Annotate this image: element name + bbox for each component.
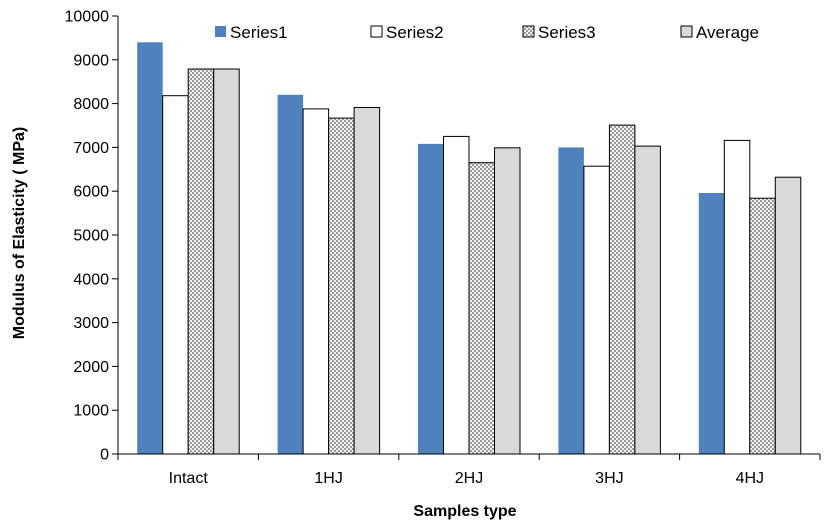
legend-item-average: Average — [680, 23, 759, 42]
legend-item-series2: Series2 — [370, 23, 444, 42]
bar-series2-4hj — [723, 139, 751, 455]
legend: Series1 Series2 Series3 Average — [215, 23, 759, 42]
y-tick-label: 1000 — [73, 403, 109, 420]
legend-item-series3: Series3 — [522, 23, 596, 42]
y-tick-label: 9000 — [73, 52, 109, 69]
legend-label-series1: Series1 — [230, 23, 288, 42]
legend-swatch-series2 — [370, 25, 383, 38]
bar-series2-1hj — [302, 108, 330, 455]
y-tick-label: 8000 — [73, 96, 109, 113]
y-tick-label: 2000 — [73, 359, 109, 376]
legend-label-series2: Series2 — [386, 23, 444, 42]
bar-series3-4hj — [749, 197, 776, 455]
x-tick-label-1hj: 1HJ — [314, 470, 342, 487]
legend-label-series3: Series3 — [538, 23, 596, 42]
legend-item-series1: Series1 — [215, 23, 288, 42]
bar-series2-intact — [162, 95, 189, 455]
x-tick-label-4hj: 4HJ — [736, 470, 764, 487]
y-tick-label: 4000 — [73, 271, 109, 288]
y-axis-title: Modulus of Elasticity ( MPa) — [11, 127, 28, 339]
axes-layer: 0 1000 2000 3000 4000 5000 6000 7000 8000 9000 100… — [65, 9, 821, 487]
bar-series3-3hj — [608, 124, 636, 455]
bar-series1-intact — [137, 42, 163, 455]
bar-average-2hj — [494, 147, 521, 455]
bar-series1-1hj — [277, 94, 304, 455]
legend-swatch-average — [680, 25, 693, 38]
bar-series1-3hj — [558, 147, 584, 454]
bar-average-1hj — [353, 107, 381, 455]
x-tick-label-2hj: 2HJ — [455, 470, 483, 487]
bar-series3-1hj — [328, 117, 355, 455]
bar-average-3hj — [634, 145, 661, 455]
bar-series3-2hj — [468, 162, 495, 455]
x-tick-label-3hj: 3HJ — [595, 470, 623, 487]
bars-layer — [137, 42, 802, 455]
bar-average-4hj — [774, 176, 802, 455]
y-tick-label: 5000 — [73, 228, 109, 245]
x-axis-title: Samples type — [413, 503, 516, 520]
legend-label-average: Average — [696, 23, 759, 42]
bar-series3-intact — [187, 68, 215, 455]
bar-series1-4hj — [698, 193, 725, 454]
bar-series2-3hj — [583, 165, 610, 455]
legend-swatch-series3 — [522, 25, 535, 38]
bar-series1-2hj — [418, 143, 444, 454]
bar-series2-2hj — [443, 135, 470, 455]
y-tick-label: 10000 — [65, 9, 110, 26]
y-tick-label: 3000 — [73, 315, 109, 332]
legend-swatch-series1 — [215, 26, 226, 37]
bar-average-intact — [213, 68, 240, 455]
y-tick-label: 0 — [100, 447, 109, 464]
y-tick-label: 6000 — [73, 184, 109, 201]
x-tick-label-intact: Intact — [169, 470, 209, 487]
y-tick-label: 7000 — [73, 140, 109, 157]
